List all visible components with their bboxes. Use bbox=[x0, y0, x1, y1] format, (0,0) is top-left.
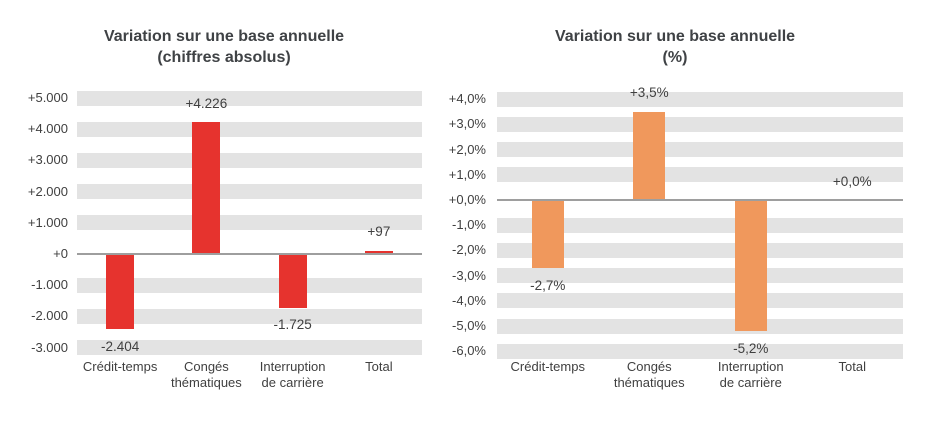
data-label-credit-temps: -2.404 bbox=[100, 338, 140, 354]
bar-total bbox=[364, 250, 393, 254]
y-tick-label: -1,0% bbox=[452, 217, 486, 233]
grid-band bbox=[77, 184, 422, 200]
x-category-label-total: Total bbox=[838, 359, 866, 374]
bar-interruption-de-carriere bbox=[278, 254, 307, 308]
grid-band bbox=[77, 152, 422, 168]
y-tick-label: -1.000 bbox=[31, 277, 68, 293]
zero-axis-line bbox=[77, 253, 422, 255]
grid-band bbox=[497, 242, 903, 258]
y-tick-label: -6,0% bbox=[452, 343, 486, 359]
y-tick-label: +1.000 bbox=[27, 214, 68, 230]
y-tick-label: -3,0% bbox=[452, 267, 486, 283]
bar-credit-temps bbox=[106, 254, 135, 329]
y-tick-label: +2.000 bbox=[27, 183, 68, 199]
grid-band bbox=[77, 308, 422, 324]
grid-band bbox=[497, 268, 903, 284]
chart-title-percent-line1: Variation sur une base annuelle bbox=[554, 28, 796, 45]
y-tick-label: -5,0% bbox=[452, 318, 486, 333]
x-category-label-interruption-de-carriere: Interruption de carrière bbox=[717, 359, 784, 390]
grid-band bbox=[77, 340, 422, 356]
x-category-label-conges-thematiques: Congés thématiques bbox=[613, 359, 685, 390]
x-category-label-interruption-de-carriere: Interruption de carrière bbox=[259, 359, 326, 390]
bar-credit-temps bbox=[531, 200, 564, 269]
grid-band bbox=[497, 91, 903, 107]
chart-title-percent: Variation sur une base annuelle (%) bbox=[505, 26, 845, 68]
x-category-label-conges-thematiques: Congés thématiques bbox=[170, 359, 242, 390]
grid-band bbox=[77, 121, 422, 137]
chart-title-percent-line2: (%) bbox=[662, 49, 688, 66]
y-tick-label: +1,0% bbox=[448, 166, 486, 182]
chart-title-absolute: Variation sur une base annuelle (chiffre… bbox=[54, 26, 394, 68]
y-tick-label: -3.000 bbox=[31, 339, 68, 355]
y-tick-label: +4,0% bbox=[448, 91, 486, 107]
y-tick-label: +4.000 bbox=[27, 121, 68, 137]
data-label-total: +97 bbox=[367, 224, 391, 240]
zero-axis-line bbox=[497, 199, 903, 201]
grid-band bbox=[497, 116, 903, 132]
y-tick-label: +0 bbox=[53, 246, 68, 261]
grid-band bbox=[497, 318, 903, 334]
bar-conges-thematiques bbox=[192, 122, 221, 254]
grid-band bbox=[497, 217, 903, 233]
grid-band bbox=[77, 277, 422, 293]
x-category-label-total: Total bbox=[365, 359, 393, 374]
grid-band bbox=[497, 293, 903, 309]
grid-band bbox=[77, 215, 422, 231]
grid-band bbox=[497, 167, 903, 183]
y-tick-label: -2.000 bbox=[31, 308, 68, 324]
grid-band bbox=[497, 343, 903, 359]
y-tick-label: +3.000 bbox=[27, 152, 68, 168]
data-label-credit-temps: -2,7% bbox=[530, 277, 566, 293]
y-tick-label: +5.000 bbox=[27, 90, 68, 105]
data-label-interruption-de-carriere: -1.725 bbox=[273, 317, 312, 333]
x-category-label-credit-temps: Crédit-temps bbox=[510, 359, 585, 374]
grid-band bbox=[77, 90, 422, 106]
y-tick-label: +0,0% bbox=[448, 192, 486, 207]
x-category-label-credit-temps: Crédit-temps bbox=[82, 359, 158, 374]
y-tick-label: -2,0% bbox=[452, 242, 486, 258]
chart-title-absolute-line2: (chiffres absolus) bbox=[157, 49, 291, 66]
data-label-interruption-de-carriere: -5,2% bbox=[733, 340, 769, 356]
bar-conges-thematiques bbox=[633, 111, 666, 200]
y-tick-label: -4,0% bbox=[452, 292, 486, 308]
chart-title-absolute-line1: Variation sur une base annuelle bbox=[103, 28, 345, 45]
grid-band bbox=[497, 142, 903, 158]
y-tick-label: +3,0% bbox=[448, 116, 486, 132]
bar-interruption-de-carriere bbox=[734, 200, 767, 332]
y-tick-label: +2,0% bbox=[448, 141, 486, 157]
data-label-conges-thematiques: +3,5% bbox=[629, 85, 669, 101]
data-label-conges-thematiques: +4.226 bbox=[185, 95, 228, 111]
data-label-total: +0,0% bbox=[832, 173, 872, 189]
